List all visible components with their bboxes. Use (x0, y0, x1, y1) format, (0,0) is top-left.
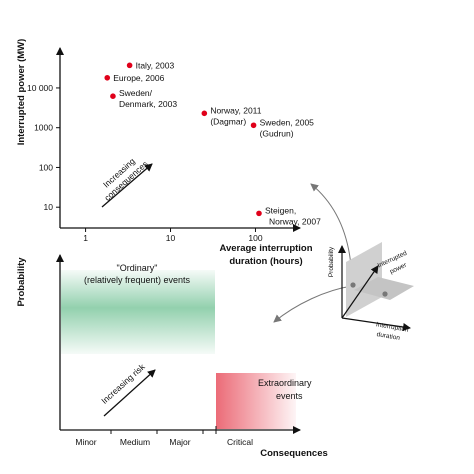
scatter-points: Italy, 2003 Europe, 2006 Sweden/Denmark, 2… (104, 60, 321, 226)
data-point-label: Denmark, 2003 (119, 99, 177, 109)
inset-point-duration-plane (382, 291, 388, 297)
inset-probability-label: Probability (328, 246, 335, 277)
ordinary-events-label-line2: (relatively frequent) events (84, 275, 191, 285)
data-point-label: Norway, 2007 (269, 216, 321, 226)
ordinary-events-region (61, 270, 215, 354)
extraordinary-events-region (216, 373, 296, 429)
data-point-label: (Dagmar) (210, 116, 246, 126)
y-tick-label: 10 (44, 202, 54, 212)
data-point (110, 93, 116, 99)
data-point (250, 122, 257, 129)
x-tick-label: 10 (166, 233, 176, 243)
scatter-y-ticks: 10 100 1000 10 000 (27, 83, 60, 212)
data-point-label: Italy, 2003 (136, 60, 175, 70)
category-label: Critical (227, 437, 253, 447)
inset-point-probability-plane (350, 282, 356, 288)
y-tick-label: 100 (39, 162, 53, 172)
extraordinary-events-label-line1: Extraordinary (258, 378, 312, 388)
category-label: Medium (120, 437, 150, 447)
scatter-y-axis-label: Interrupted power (MW) (16, 39, 27, 146)
inset-arrow-lower (273, 285, 353, 323)
y-tick-label: 10 000 (27, 83, 53, 93)
risk-y-axis-label: Probability (16, 257, 27, 307)
scatter-x-axis-label-line1: Average interruption (219, 243, 312, 254)
data-point-label: (Gudrun) (260, 128, 294, 138)
inset-axis-power (341, 265, 379, 319)
data-point-label: Europe, 2006 (113, 73, 164, 83)
consequence-arrow (101, 163, 153, 208)
ordinary-events-label-line1: "Ordinary" (117, 263, 158, 273)
scatter-plot: 10 100 1000 10 000 1 10 100 Interrupted power… (16, 39, 321, 267)
category-label: Minor (75, 437, 96, 447)
data-point (201, 110, 208, 117)
inset-axis-duration (341, 317, 411, 331)
data-point-label: Sweden/ (119, 88, 153, 98)
data-point (104, 74, 111, 81)
data-point-label: Steigen, (265, 205, 296, 215)
risk-category-ticks: Minor Medium Major Critical (75, 426, 253, 447)
data-point-label: Norway, 2011 (210, 105, 261, 115)
category-label: Major (169, 437, 190, 447)
extraordinary-events-label-line2: events (276, 391, 303, 401)
inset-duration-label-line2: duration (376, 331, 401, 342)
scatter-x-ticks: 1 10 100 (83, 228, 263, 243)
data-point (126, 62, 133, 69)
risk-x-axis-label: Consequences (260, 448, 328, 459)
data-point-label: Sweden, 2005 (260, 117, 315, 127)
data-point (256, 210, 262, 217)
risk-matrix: Minor Medium Major Critical Probability Con… (16, 254, 328, 459)
risk-arrow (103, 369, 156, 417)
inset-duration-plane (354, 277, 414, 300)
x-tick-label: 100 (248, 233, 262, 243)
x-tick-label: 1 (83, 233, 88, 243)
scatter-x-axis-label-line2: duration (hours) (229, 256, 302, 267)
y-tick-label: 1000 (34, 123, 53, 133)
